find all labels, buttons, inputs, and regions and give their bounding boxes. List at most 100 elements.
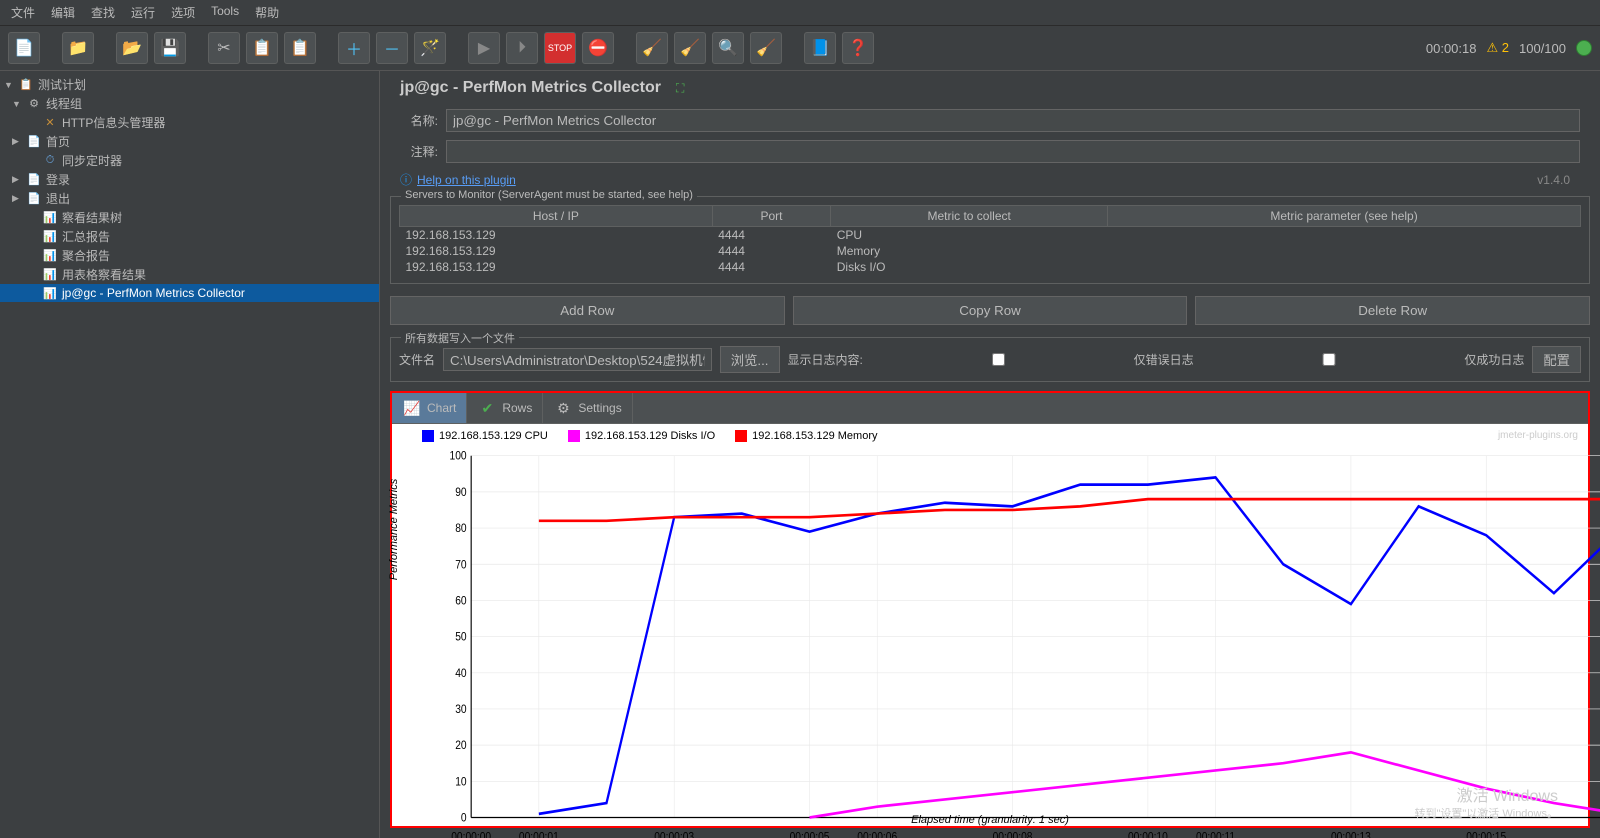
tree-node-icon: 📄	[26, 134, 42, 150]
new-button[interactable]: 📄	[8, 32, 40, 64]
paste-button[interactable]: 📋	[284, 32, 316, 64]
table-header[interactable]: Port	[712, 206, 831, 227]
tree-node[interactable]: 📊察看结果树	[0, 208, 379, 227]
tab-rows[interactable]: ✔Rows	[467, 393, 543, 423]
svg-text:00:00:15: 00:00:15	[1466, 831, 1506, 838]
cut-button[interactable]: ✂	[208, 32, 240, 64]
table-row[interactable]: 192.168.153.1294444Disks I/O	[400, 259, 1581, 275]
toolbar-status: 00:00:18 ⚠ 2 100/100	[1426, 40, 1592, 56]
table-cell[interactable]	[1108, 227, 1581, 244]
content-panel: jp@gc - PerfMon Metrics Collector ⛶ 名称: …	[380, 71, 1600, 838]
table-row[interactable]: 192.168.153.1294444CPU	[400, 227, 1581, 244]
search-button[interactable]: 🔍	[712, 32, 744, 64]
expand-icon[interactable]: ⛶	[676, 81, 684, 96]
menu-编辑[interactable]: 编辑	[45, 2, 81, 23]
name-input[interactable]	[446, 109, 1580, 132]
menu-选项[interactable]: 选项	[165, 2, 201, 23]
tree-node[interactable]: ✕HTTP信息头管理器	[0, 113, 379, 132]
tree-node[interactable]: 📊汇总报告	[0, 227, 379, 246]
table-header[interactable]: Host / IP	[400, 206, 713, 227]
collapse-button[interactable]: －	[376, 32, 408, 64]
log-content-label: 显示日志内容:	[788, 351, 863, 368]
expand-button[interactable]: ＋	[338, 32, 370, 64]
tree-arrow-icon: ▶	[12, 193, 22, 204]
table-cell[interactable]: 4444	[712, 227, 831, 244]
table-cell[interactable]: 192.168.153.129	[400, 243, 713, 259]
table-header[interactable]: Metric to collect	[831, 206, 1108, 227]
windows-watermark: 激活 Windows	[1457, 782, 1558, 806]
svg-text:00:00:05: 00:00:05	[790, 831, 830, 838]
thread-count: 100/100	[1519, 41, 1566, 56]
tree-node[interactable]: ▶📄首页	[0, 132, 379, 151]
run-no-timers-button[interactable]: ⏵	[506, 32, 538, 64]
table-cell[interactable]: Memory	[831, 243, 1108, 259]
toggle-button[interactable]: 🪄	[414, 32, 446, 64]
success-only-checkbox[interactable]	[1202, 353, 1457, 366]
toolbar: 📄 📁 📂 💾 ✂ 📋 📋 ＋ － 🪄 ▶ ⏵ STOP ⛔ 🧹 🧹 🔍 🧹 📘…	[0, 26, 1600, 71]
test-plan-tree[interactable]: ▼📋测试计划▼⚙线程组✕HTTP信息头管理器▶📄首页⏱同步定时器▶📄登录▶📄退出…	[0, 71, 380, 838]
tree-node[interactable]: ▼📋测试计划	[0, 75, 379, 94]
menu-运行[interactable]: 运行	[125, 2, 161, 23]
menu-文件[interactable]: 文件	[5, 2, 41, 23]
tree-node[interactable]: ▶📄登录	[0, 170, 379, 189]
browse-button[interactable]: 浏览...	[720, 346, 780, 373]
table-cell[interactable]: CPU	[831, 227, 1108, 244]
tree-node[interactable]: 📊用表格察看结果	[0, 265, 379, 284]
run-button[interactable]: ▶	[468, 32, 500, 64]
stop-button[interactable]: STOP	[544, 32, 576, 64]
tree-node[interactable]: 📊jp@gc - PerfMon Metrics Collector	[0, 284, 379, 302]
table-cell[interactable]: Disks I/O	[831, 259, 1108, 275]
tree-node[interactable]: 📊聚合报告	[0, 246, 379, 265]
chart-tabs: 📈Chart ✔Rows ⚙Settings	[392, 393, 1588, 424]
templates-button[interactable]: 📁	[62, 32, 94, 64]
clear-button[interactable]: 🧹	[636, 32, 668, 64]
table-cell[interactable]: 192.168.153.129	[400, 259, 713, 275]
help-button[interactable]: ❓	[842, 32, 874, 64]
svg-text:80: 80	[455, 522, 466, 535]
table-header[interactable]: Metric parameter (see help)	[1108, 206, 1581, 227]
tree-node[interactable]: ⏱同步定时器	[0, 151, 379, 170]
table-row[interactable]: 192.168.153.1294444Memory	[400, 243, 1581, 259]
tree-node-label: 退出	[46, 190, 70, 207]
servers-fieldset: Servers to Monitor (ServerAgent must be …	[390, 196, 1590, 284]
clear-all-button[interactable]: 🧹	[674, 32, 706, 64]
table-cell[interactable]	[1108, 259, 1581, 275]
menu-帮助[interactable]: 帮助	[249, 2, 285, 23]
reset-search-button[interactable]: 🧹	[750, 32, 782, 64]
tree-node[interactable]: ▼⚙线程组	[0, 94, 379, 113]
errors-only-checkbox[interactable]	[871, 353, 1126, 366]
file-input[interactable]	[443, 348, 712, 371]
copy-row-button[interactable]: Copy Row	[793, 296, 1188, 325]
shutdown-button[interactable]: ⛔	[582, 32, 614, 64]
table-cell[interactable]: 4444	[712, 259, 831, 275]
add-row-button[interactable]: Add Row	[390, 296, 785, 325]
tree-node-icon: ⏱	[42, 153, 58, 169]
open-button[interactable]: 📂	[116, 32, 148, 64]
svg-text:0: 0	[461, 812, 467, 825]
function-button[interactable]: 📘	[804, 32, 836, 64]
delete-row-button[interactable]: Delete Row	[1195, 296, 1590, 325]
comment-input[interactable]	[446, 140, 1580, 163]
table-cell[interactable]	[1108, 243, 1581, 259]
tab-chart[interactable]: 📈Chart	[392, 393, 467, 423]
tree-node[interactable]: ▶📄退出	[0, 189, 379, 208]
save-button[interactable]: 💾	[154, 32, 186, 64]
panel-title: jp@gc - PerfMon Metrics Collector	[400, 79, 661, 97]
menu-Tools[interactable]: Tools	[205, 2, 245, 23]
configure-button[interactable]: 配置	[1532, 346, 1581, 373]
legend-label: 192.168.153.129 CPU	[439, 430, 548, 442]
copy-button[interactable]: 📋	[246, 32, 278, 64]
tree-node-label: 测试计划	[38, 76, 86, 93]
warning-icon[interactable]: ⚠ 2	[1486, 40, 1509, 56]
elapsed-time: 00:00:18	[1426, 41, 1477, 56]
rows-icon: ✔	[477, 398, 497, 418]
menu-查找[interactable]: 查找	[85, 2, 121, 23]
svg-text:40: 40	[455, 667, 466, 680]
help-link[interactable]: Help on this plugin	[417, 173, 516, 187]
table-cell[interactable]: 4444	[712, 243, 831, 259]
tree-node-icon: 📄	[26, 172, 42, 188]
servers-table[interactable]: Host / IPPortMetric to collectMetric par…	[399, 205, 1581, 275]
tab-settings[interactable]: ⚙Settings	[543, 393, 632, 423]
svg-text:00:00:08: 00:00:08	[993, 831, 1033, 838]
table-cell[interactable]: 192.168.153.129	[400, 227, 713, 244]
